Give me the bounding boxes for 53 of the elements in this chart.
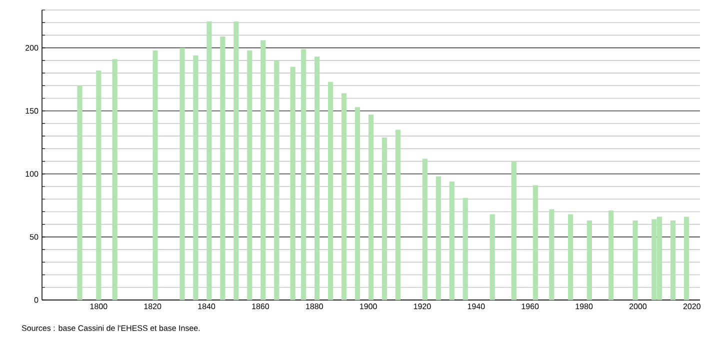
x-tick-label: 1920: [414, 304, 431, 310]
x-tick-label: 1980: [576, 304, 593, 310]
bar: [247, 50, 252, 300]
bar: [632, 220, 638, 300]
bar: [234, 21, 239, 300]
x-tick-label: 1820: [144, 304, 162, 310]
y-tick-label: 100: [26, 171, 38, 177]
bar: [549, 209, 554, 300]
y-tick-label: 200: [26, 44, 38, 51]
bar: [670, 220, 676, 300]
bar: [152, 50, 158, 300]
bar: [274, 60, 280, 300]
bar: [220, 36, 226, 300]
x-tick-label: 1900: [360, 304, 377, 310]
bar: [568, 214, 574, 300]
bar: [260, 40, 266, 300]
bar: [314, 56, 320, 300]
bar: [532, 185, 538, 300]
bar: [354, 107, 360, 300]
bar: [382, 137, 388, 300]
bar: [96, 70, 102, 300]
bar: [395, 130, 401, 300]
bar: [462, 198, 468, 300]
bar: [180, 48, 185, 300]
x-tick-label: 2020: [683, 304, 700, 310]
bar: [511, 161, 516, 300]
bar: [77, 86, 82, 300]
y-tick-label: 50: [30, 234, 38, 240]
x-tick-label: 1940: [468, 304, 485, 310]
y-tick-label: 0: [34, 297, 38, 303]
bar: [608, 210, 614, 300]
bar: [328, 82, 334, 300]
x-tick-label: 1880: [306, 304, 323, 310]
x-tick-label: 2000: [629, 304, 647, 310]
bar: [586, 220, 592, 300]
bar: [449, 181, 454, 300]
bar: [684, 216, 690, 300]
bar: [490, 214, 495, 300]
x-tick-label: 1800: [90, 304, 108, 310]
source-note: Sources : base Cassini de l'EHESS et base Insee.: [22, 325, 200, 331]
bar: [290, 66, 296, 300]
x-tick-label: 1960: [522, 304, 539, 310]
bar: [301, 49, 306, 300]
bar: [436, 176, 441, 300]
y-tick-label: 150: [26, 108, 38, 114]
bar: [422, 158, 428, 300]
bar: [112, 59, 118, 300]
bar: [341, 93, 347, 300]
x-tick-label: 1840: [198, 304, 216, 310]
bar: [193, 55, 198, 300]
x-tick-label: 1860: [252, 304, 270, 310]
bar: [368, 114, 374, 300]
bar: [206, 21, 212, 300]
